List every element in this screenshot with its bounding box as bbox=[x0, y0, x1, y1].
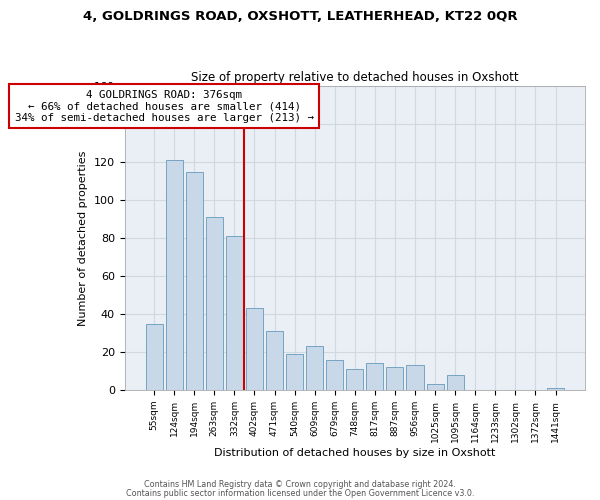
Bar bbox=[326, 360, 343, 390]
Bar bbox=[266, 331, 283, 390]
Text: 4, GOLDRINGS ROAD, OXSHOTT, LEATHERHEAD, KT22 0QR: 4, GOLDRINGS ROAD, OXSHOTT, LEATHERHEAD,… bbox=[83, 10, 517, 23]
Bar bbox=[306, 346, 323, 390]
X-axis label: Distribution of detached houses by size in Oxshott: Distribution of detached houses by size … bbox=[214, 448, 496, 458]
Bar bbox=[226, 236, 243, 390]
Bar bbox=[146, 324, 163, 390]
Bar bbox=[386, 368, 403, 390]
Bar bbox=[446, 375, 464, 390]
Bar bbox=[367, 364, 383, 390]
Bar bbox=[185, 172, 203, 390]
Text: Contains HM Land Registry data © Crown copyright and database right 2024.: Contains HM Land Registry data © Crown c… bbox=[144, 480, 456, 489]
Text: Contains public sector information licensed under the Open Government Licence v3: Contains public sector information licen… bbox=[126, 490, 474, 498]
Bar bbox=[246, 308, 263, 390]
Bar bbox=[166, 160, 182, 390]
Title: Size of property relative to detached houses in Oxshott: Size of property relative to detached ho… bbox=[191, 70, 518, 84]
Text: 4 GOLDRINGS ROAD: 376sqm
← 66% of detached houses are smaller (414)
34% of semi-: 4 GOLDRINGS ROAD: 376sqm ← 66% of detach… bbox=[14, 90, 314, 123]
Bar bbox=[427, 384, 443, 390]
Y-axis label: Number of detached properties: Number of detached properties bbox=[78, 150, 88, 326]
Bar bbox=[206, 217, 223, 390]
Bar bbox=[406, 366, 424, 390]
Bar bbox=[286, 354, 303, 390]
Bar bbox=[346, 369, 364, 390]
Bar bbox=[547, 388, 564, 390]
